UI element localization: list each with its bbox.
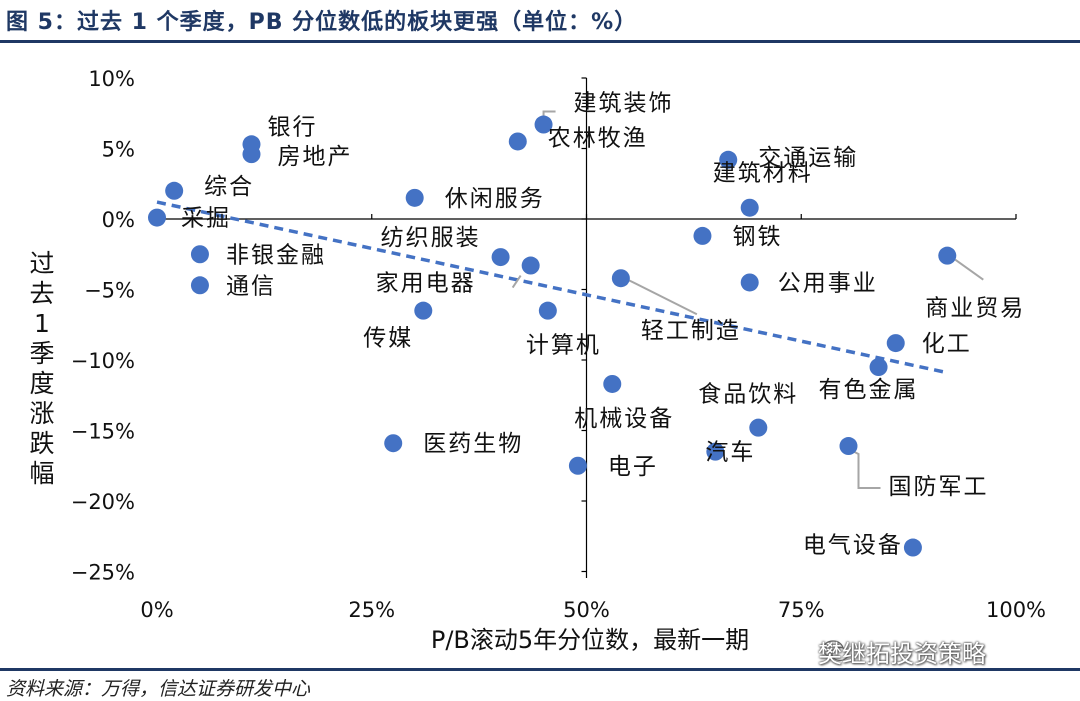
point-label: 家用电器 <box>376 271 476 297</box>
data-point <box>938 246 957 265</box>
data-point <box>414 301 433 320</box>
data-point <box>903 538 922 557</box>
data-point <box>384 434 403 453</box>
point-label: 食品饮料 <box>698 382 798 408</box>
y-axis-label-char: 过 <box>29 249 54 278</box>
data-point <box>603 374 622 393</box>
source-note: 资料来源：万得，信达证券研发中心 <box>6 678 311 700</box>
y-tick-label: −5% <box>84 279 135 303</box>
leader-lines <box>511 110 984 490</box>
y-tick-label: −20% <box>71 490 135 514</box>
data-point <box>508 132 527 151</box>
data-point <box>719 150 738 169</box>
y-tick-label: 0% <box>102 208 135 232</box>
data-point <box>693 226 712 245</box>
data-points <box>148 115 957 557</box>
x-tick-label: 75% <box>778 598 825 622</box>
y-tick-label: −10% <box>71 349 135 373</box>
point-label: 通信 <box>226 273 276 299</box>
label-leader-line <box>628 279 698 316</box>
point-label: 计算机 <box>526 333 601 359</box>
y-tick-label: 10% <box>88 67 135 91</box>
point-label: 商业贸易 <box>925 296 1025 322</box>
data-point <box>190 276 209 295</box>
axes <box>157 77 1017 578</box>
point-label: 钢铁 <box>732 224 782 250</box>
y-axis-label-char: 季 <box>29 339 54 368</box>
x-tick-label: 100% <box>986 598 1046 622</box>
point-label: 汽车 <box>705 440 755 466</box>
point-label: 电气设备 <box>803 533 903 559</box>
data-point <box>534 115 553 134</box>
y-axis-label-char: 1 <box>34 309 50 338</box>
data-point <box>706 442 725 461</box>
data-point <box>491 248 510 267</box>
point-label: 电子 <box>608 454 658 480</box>
figure-title: 图 5：过去 1 个季度，PB 分位数低的板块更强（单位：%） <box>6 10 638 35</box>
data-point <box>405 188 424 207</box>
x-tick-label: 25% <box>348 598 395 622</box>
data-point <box>869 358 888 377</box>
point-label: 建筑材料 <box>713 161 813 187</box>
point-label: 纺织服装 <box>381 225 481 251</box>
data-point <box>568 456 587 475</box>
point-label: 房地产 <box>277 144 352 170</box>
point-label: 休闲服务 <box>445 186 545 212</box>
data-point <box>190 245 209 264</box>
point-label: 交通运输 <box>758 145 858 171</box>
data-point <box>740 198 759 217</box>
x-axis-label: P/B滚动5年分位数，最新一期 <box>431 626 749 654</box>
point-label: 综合 <box>204 174 254 200</box>
y-tick-label: −25% <box>71 561 135 585</box>
point-label: 机械设备 <box>574 406 674 432</box>
footer-rule <box>0 668 1080 671</box>
point-label: 银行 <box>267 114 317 140</box>
y-axis-label-char: 跌 <box>29 429 54 458</box>
watermark: 樊继拓投资策略 <box>818 640 986 668</box>
point-label: 采掘 <box>181 206 231 232</box>
tick-labels: 0% 25% 50% 75% 100% 10% 5% 0% −5% −10% −15% −20% −25… <box>71 67 1046 622</box>
y-axis-label-char: 度 <box>29 369 54 398</box>
x-tick-label: 50% <box>563 598 610 622</box>
point-label: 化工 <box>922 331 972 357</box>
point-label: 国防军工 <box>888 474 988 500</box>
point-label: 农林牧渔 <box>548 125 648 151</box>
data-point <box>839 437 858 456</box>
label-leader-line <box>954 258 984 281</box>
y-axis-label-char: 幅 <box>29 459 54 488</box>
point-label: 有色金属 <box>819 377 919 403</box>
label-leader-line <box>854 451 881 490</box>
data-point <box>242 145 261 164</box>
x-tick-label: 0% <box>140 598 173 622</box>
data-point <box>521 256 540 275</box>
point-label: 医药生物 <box>423 431 523 457</box>
title-rule <box>0 40 1080 43</box>
point-label: 非银金融 <box>226 242 326 268</box>
point-label: 建筑装饰 <box>574 91 674 117</box>
data-point <box>749 418 768 437</box>
point-label: 轻工制造 <box>641 318 741 344</box>
data-point <box>148 208 166 227</box>
data-point <box>165 181 184 200</box>
y-tick-label: −15% <box>71 420 135 444</box>
data-point <box>611 269 630 288</box>
y-tick-label: 5% <box>102 138 135 162</box>
y-axis-label-char: 涨 <box>29 399 54 428</box>
point-label: 公用事业 <box>778 270 878 296</box>
data-point <box>886 334 905 353</box>
data-point <box>538 301 557 320</box>
label-leader-line <box>511 274 522 289</box>
point-label: 传媒 <box>363 326 413 352</box>
y-axis-label-char: 去 <box>29 279 54 308</box>
wechat-icon <box>822 640 849 662</box>
data-point <box>740 273 759 292</box>
